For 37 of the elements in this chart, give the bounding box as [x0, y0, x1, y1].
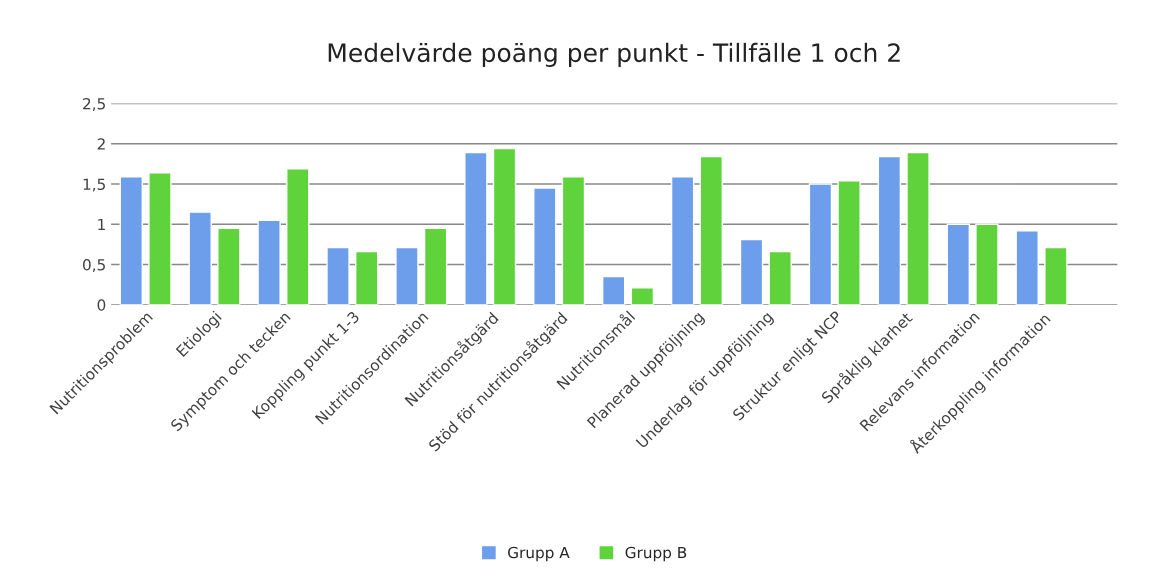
bar — [217, 227, 241, 305]
bar — [1015, 229, 1039, 305]
y-tick-label: 2 — [97, 138, 105, 150]
bar — [699, 155, 724, 305]
bar — [1044, 246, 1068, 305]
bar — [975, 223, 999, 305]
bar — [188, 211, 212, 305]
bar — [148, 172, 172, 305]
bar — [601, 275, 626, 305]
bar — [630, 287, 655, 305]
bar — [739, 238, 764, 305]
bar — [492, 147, 517, 305]
bar — [533, 187, 557, 305]
y-tick-label: 1,5 — [83, 178, 105, 192]
bar — [946, 223, 971, 305]
bar — [906, 151, 930, 305]
bar — [423, 227, 448, 305]
y-tick-label: 0,5 — [83, 258, 105, 273]
chart-title: Medelvärde poäng per punkt - Tillfälle 1 och 2 — [328, 42, 900, 68]
bar — [354, 250, 379, 305]
bar — [395, 246, 419, 305]
bar — [326, 246, 350, 305]
y-tick-label: 1 — [98, 218, 105, 231]
bar — [286, 168, 310, 305]
y-tick-label: 2,5 — [83, 97, 105, 112]
bar — [837, 180, 861, 305]
legend-label: Grupp B — [625, 546, 687, 562]
bar — [257, 219, 281, 305]
legend-label: Grupp A — [508, 546, 570, 562]
bar — [119, 176, 143, 305]
bar — [464, 151, 488, 305]
y-tick-label: 0 — [97, 299, 106, 311]
bar — [561, 176, 586, 305]
bar — [670, 176, 695, 305]
bar — [877, 155, 902, 305]
bar — [768, 250, 792, 305]
bar — [808, 183, 833, 305]
